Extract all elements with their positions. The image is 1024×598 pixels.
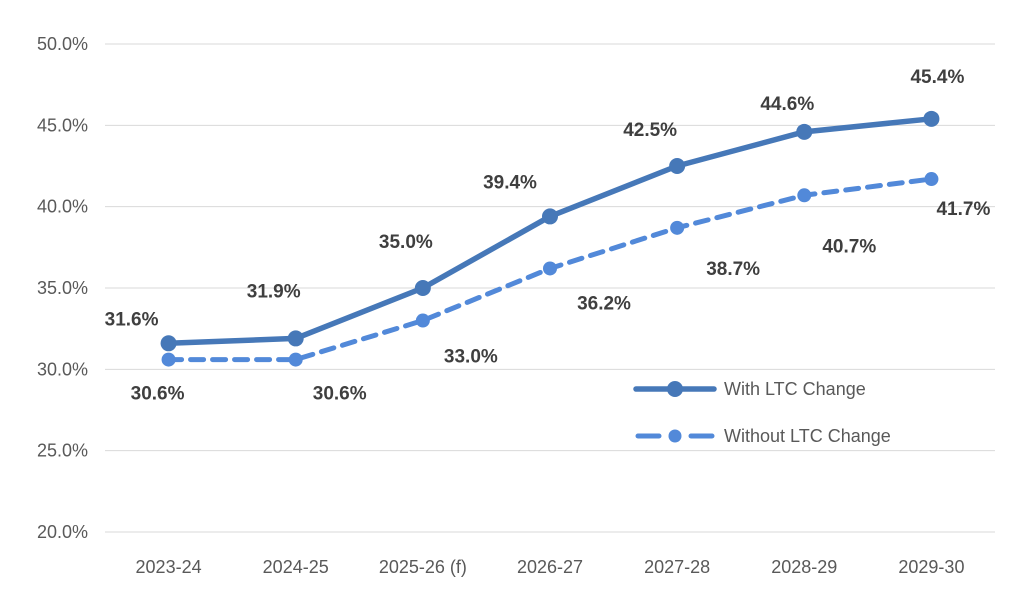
y-axis-tick-label: 35.0% bbox=[37, 278, 88, 298]
data-point-marker-with-ltc-change bbox=[923, 110, 940, 127]
y-axis-tick-label: 25.0% bbox=[37, 441, 88, 461]
data-point-marker-without-ltc-change bbox=[415, 313, 430, 328]
legend-dashed-line-sample-icon bbox=[635, 429, 715, 443]
x-axis-tick-label: 2023-24 bbox=[136, 557, 202, 577]
data-point-label-without-ltc-change: 41.7% bbox=[936, 199, 990, 220]
y-axis-tick-label: 40.0% bbox=[37, 197, 88, 217]
data-point-label-without-ltc-change: 30.6% bbox=[131, 384, 185, 405]
data-point-label-without-ltc-change: 38.7% bbox=[706, 259, 760, 280]
data-point-label-without-ltc-change: 40.7% bbox=[822, 236, 876, 257]
data-point-label-with-ltc-change: 45.4% bbox=[910, 67, 964, 88]
data-point-marker-without-ltc-change bbox=[288, 352, 303, 367]
y-axis-tick-label: 30.0% bbox=[37, 359, 88, 379]
data-point-marker-with-ltc-change bbox=[414, 280, 431, 296]
data-point-marker-without-ltc-change bbox=[797, 188, 812, 203]
x-axis-tick-label: 2024-25 bbox=[263, 557, 329, 577]
data-point-label-with-ltc-change: 31.6% bbox=[105, 309, 159, 330]
data-point-marker-without-ltc-change bbox=[670, 220, 685, 235]
x-axis-tick-label: 2027-28 bbox=[644, 557, 710, 577]
data-point-marker-without-ltc-change bbox=[543, 261, 557, 276]
series-line-with-ltc-change bbox=[165, 116, 935, 347]
data-point-marker-without-ltc-change bbox=[161, 352, 176, 367]
legend-item-without-ltc-change: Without LTC Change bbox=[633, 424, 891, 448]
data-point-label-without-ltc-change: 33.0% bbox=[444, 347, 498, 368]
legend-label-with-ltc-change: With LTC Change bbox=[724, 378, 866, 399]
data-point-marker-without-ltc-change bbox=[924, 172, 939, 187]
legend-label-without-ltc-change: Without LTC Change bbox=[724, 425, 891, 446]
x-axis-tick-label: 2025-26 (f) bbox=[379, 557, 467, 577]
data-point-label-without-ltc-change: 36.2% bbox=[577, 293, 631, 314]
x-axis-tick-label: 2028-29 bbox=[771, 557, 837, 577]
data-point-marker-with-ltc-change bbox=[796, 123, 813, 140]
y-axis-tick-label: 45.0% bbox=[37, 115, 88, 135]
data-point-marker-with-ltc-change bbox=[669, 158, 686, 174]
chart-legend: With LTC Change Without LTC Change bbox=[633, 377, 891, 448]
data-point-marker-with-ltc-change bbox=[287, 330, 304, 347]
data-point-label-with-ltc-change: 31.9% bbox=[247, 281, 301, 302]
legend-solid-line-sample-icon bbox=[633, 381, 717, 397]
data-point-marker-with-ltc-change bbox=[160, 335, 177, 352]
y-axis-tick-label: 20.0% bbox=[37, 522, 88, 542]
data-point-label-with-ltc-change: 35.0% bbox=[379, 232, 433, 253]
x-axis-tick-label: 2029-30 bbox=[898, 557, 964, 577]
data-point-label-with-ltc-change: 44.6% bbox=[760, 94, 814, 115]
legend-item-with-ltc-change: With LTC Change bbox=[633, 377, 891, 401]
data-point-marker-with-ltc-change bbox=[542, 208, 558, 225]
x-axis-tick-label: 2026-27 bbox=[517, 557, 583, 577]
data-point-label-with-ltc-change: 42.5% bbox=[623, 120, 677, 141]
y-axis-tick-label: 50.0% bbox=[37, 34, 88, 54]
data-point-label-without-ltc-change: 30.6% bbox=[313, 384, 367, 405]
data-point-label-with-ltc-change: 39.4% bbox=[483, 172, 537, 193]
